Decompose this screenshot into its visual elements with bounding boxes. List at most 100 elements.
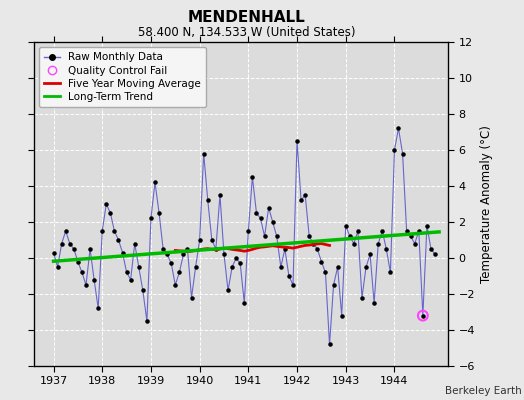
Point <box>268 219 277 225</box>
Point <box>281 246 289 252</box>
Point <box>155 210 163 216</box>
Point <box>293 138 301 144</box>
Text: Berkeley Earth: Berkeley Earth <box>445 386 521 396</box>
Point <box>195 237 204 243</box>
Point <box>90 276 99 283</box>
Point <box>346 233 354 240</box>
Point <box>106 210 115 216</box>
Point <box>350 240 358 247</box>
Point <box>102 201 111 207</box>
Point <box>159 246 167 252</box>
Point <box>333 264 342 270</box>
Point <box>204 197 212 204</box>
Y-axis label: Temperature Anomaly (°C): Temperature Anomaly (°C) <box>481 125 494 283</box>
Point <box>232 255 241 261</box>
Point <box>179 251 188 258</box>
Point <box>110 228 118 234</box>
Point <box>366 251 374 258</box>
Point <box>398 150 407 157</box>
Point <box>240 300 248 306</box>
Point <box>362 264 370 270</box>
Point <box>354 228 362 234</box>
Point <box>265 204 273 211</box>
Point <box>220 251 228 258</box>
Point <box>151 179 159 186</box>
Point <box>130 240 139 247</box>
Point <box>187 294 195 301</box>
Point <box>139 287 147 294</box>
Point <box>394 125 402 132</box>
Point <box>337 312 346 319</box>
Point <box>313 246 322 252</box>
Point <box>386 269 395 276</box>
Point <box>309 240 318 247</box>
Point <box>325 341 334 348</box>
Point <box>78 269 86 276</box>
Point <box>191 264 200 270</box>
Point <box>114 237 123 243</box>
Point <box>256 215 265 222</box>
Point <box>260 233 269 240</box>
Point <box>212 246 220 252</box>
Point <box>236 260 244 267</box>
Point <box>414 228 423 234</box>
Point <box>382 246 390 252</box>
Point <box>216 192 224 198</box>
Point <box>390 147 399 153</box>
Point <box>378 228 387 234</box>
Point <box>66 240 74 247</box>
Point <box>61 228 70 234</box>
Point <box>94 305 102 312</box>
Point <box>277 264 285 270</box>
Point <box>321 269 330 276</box>
Point <box>285 273 293 279</box>
Legend: Raw Monthly Data, Quality Control Fail, Five Year Moving Average, Long-Term Tren: Raw Monthly Data, Quality Control Fail, … <box>39 47 206 107</box>
Point <box>301 192 309 198</box>
Point <box>427 246 435 252</box>
Point <box>330 282 338 288</box>
Point <box>272 233 281 240</box>
Point <box>118 250 127 256</box>
Point <box>163 251 171 258</box>
Point <box>402 228 411 234</box>
Point <box>419 312 427 319</box>
Point <box>252 210 260 216</box>
Point <box>70 246 78 252</box>
Point <box>431 251 439 258</box>
Point <box>175 269 183 276</box>
Point <box>305 233 313 240</box>
Point <box>49 250 58 256</box>
Point <box>135 264 143 270</box>
Point <box>342 222 350 229</box>
Point <box>289 282 297 288</box>
Point <box>167 260 176 267</box>
Point <box>171 282 180 288</box>
Point <box>228 264 236 270</box>
Point <box>419 312 427 319</box>
Point <box>74 258 82 265</box>
Point <box>53 264 62 270</box>
Text: 58.400 N, 134.533 W (United States): 58.400 N, 134.533 W (United States) <box>137 26 355 39</box>
Point <box>423 222 431 229</box>
Point <box>126 276 135 283</box>
Point <box>183 246 192 252</box>
Point <box>208 237 216 243</box>
Point <box>317 258 325 265</box>
Point <box>147 215 155 222</box>
Point <box>374 240 383 247</box>
Text: MENDENHALL: MENDENHALL <box>188 10 305 25</box>
Point <box>224 287 232 294</box>
Point <box>248 174 257 180</box>
Point <box>411 240 419 247</box>
Point <box>58 240 66 247</box>
Point <box>407 233 415 240</box>
Point <box>370 300 378 306</box>
Point <box>86 246 94 252</box>
Point <box>143 318 151 324</box>
Point <box>200 150 208 157</box>
Point <box>98 228 106 234</box>
Point <box>123 269 131 276</box>
Point <box>297 197 305 204</box>
Point <box>82 282 90 288</box>
Point <box>244 228 253 234</box>
